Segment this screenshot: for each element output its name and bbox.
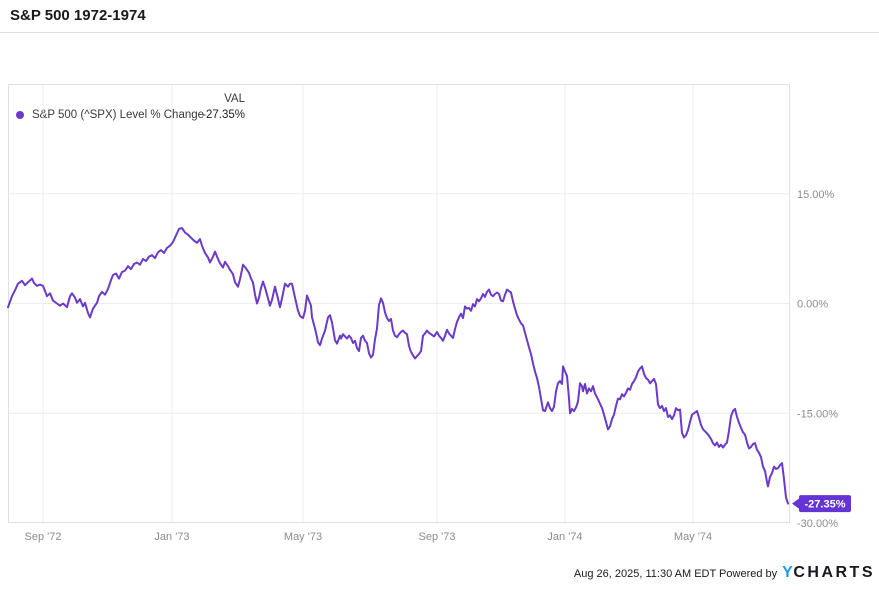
x-axis-label: Jan '73 xyxy=(154,531,189,543)
footer: Aug 26, 2025, 11:30 AM EDT Powered by YC… xyxy=(574,564,875,582)
ycharts-logo: YCHARTS xyxy=(782,564,875,582)
x-axis-label: Sep '73 xyxy=(419,531,456,543)
y-axis-label: -30.00% xyxy=(797,518,838,530)
y-axis-label: 0.00% xyxy=(797,299,828,311)
val-column-header: VAL xyxy=(224,93,245,105)
page-title: S&P 500 1972-1974 xyxy=(10,7,146,24)
title-divider xyxy=(0,32,879,33)
ycharts-wordmark: CHARTS xyxy=(793,564,875,581)
series-label: S&P 500 (^SPX) Level % Change xyxy=(32,109,205,121)
x-axis-label: Sep '72 xyxy=(25,531,62,543)
val-column-value: -27.35% xyxy=(202,109,245,121)
end-value-badge-arrow xyxy=(792,497,801,511)
chart-svg: Sep '72 Jan '73 May '73 Sep '73 Jan '74 May '… xyxy=(7,84,851,543)
y-axis-label: -15.00% xyxy=(797,408,838,420)
x-axis-label: May '73 xyxy=(284,531,322,543)
series-line xyxy=(7,227,789,505)
ycharts-y-icon: Y xyxy=(782,564,794,581)
chart-area: Sep '72 Jan '73 May '73 Sep '73 Jan '74 May '… xyxy=(0,84,879,559)
end-value-badge xyxy=(799,495,851,513)
end-value-badge-label: -27.35% xyxy=(805,499,846,511)
legend: S&P 500 (^SPX) Level % Change VAL -27.35… xyxy=(0,44,260,121)
y-axis-label: 15.00% xyxy=(797,189,835,201)
x-axis-label: Jan '74 xyxy=(547,531,582,543)
footer-timestamp: Aug 26, 2025, 11:30 AM EDT Powered by xyxy=(573,568,778,580)
x-axis-label: May '74 xyxy=(674,531,712,543)
series-dot-icon xyxy=(16,111,24,119)
